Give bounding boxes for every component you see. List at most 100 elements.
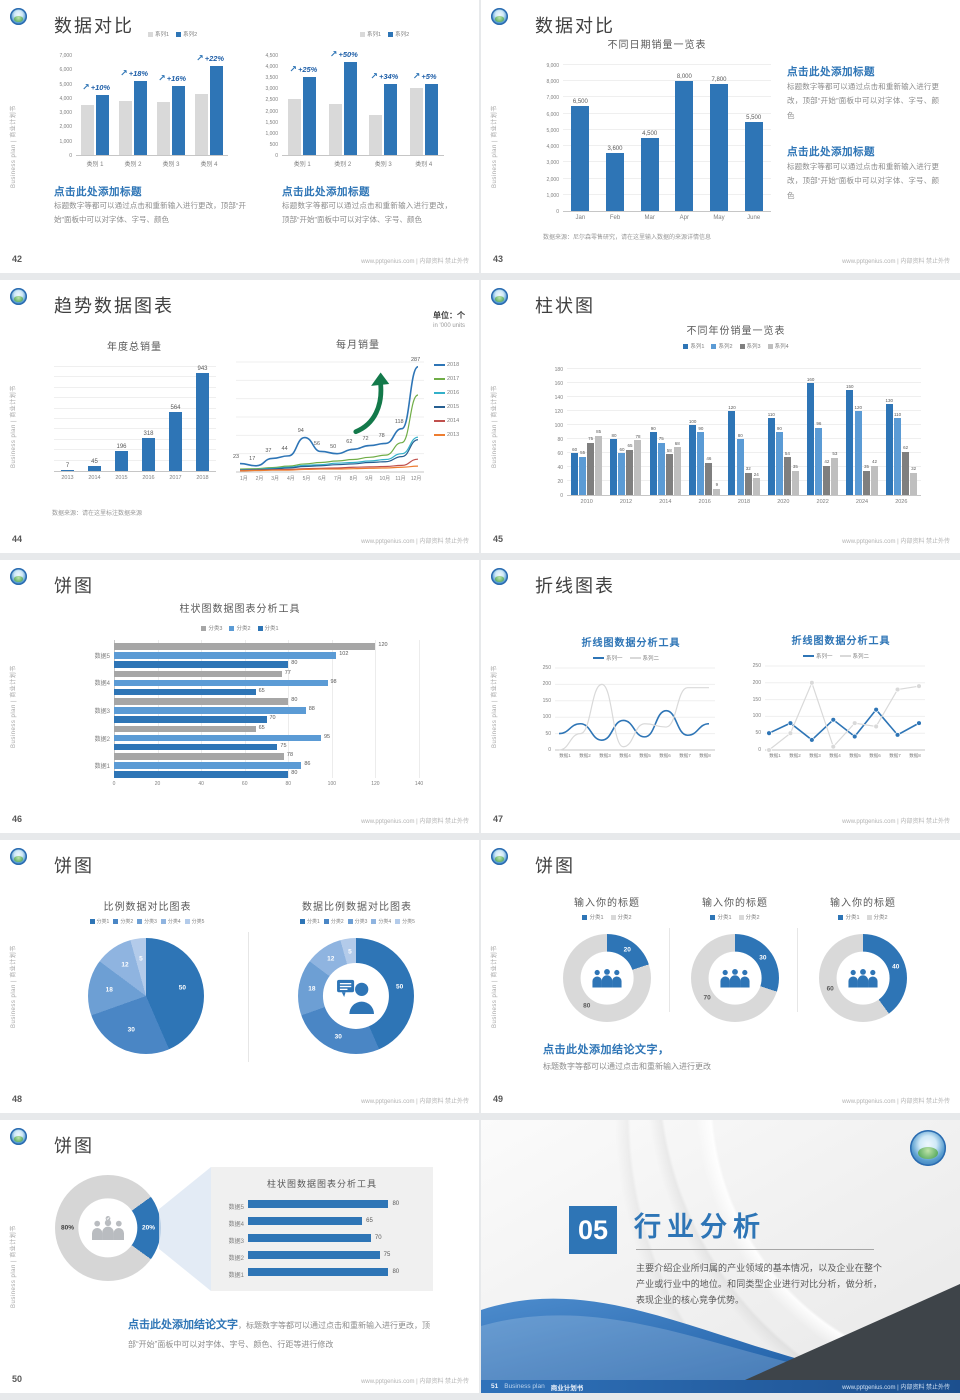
slide-44[interactable]: Business plan | 商业计划书 趋势数据图表 单位：个 in '00… [0, 280, 479, 553]
y-axis-tick: 200 [542, 681, 551, 688]
up-right-arrow-icon: ↗ [370, 70, 378, 81]
slide-43[interactable]: Business plan | 商业计划书 数据对比 不同日期销量一览表 6,5… [481, 0, 960, 273]
slice-label: 12 [327, 955, 335, 963]
bar [61, 470, 74, 471]
slide-46[interactable]: Business plan | 商业计划书 饼图 柱状图数据图表分析工具 分类3… [0, 560, 479, 833]
legend-swatch [593, 657, 604, 659]
school-logo-icon [10, 848, 27, 865]
line-plot [765, 665, 925, 753]
slide-42[interactable]: Business plan | 商业计划书 数据对比 系列1 系列2 系列1 系列2… [0, 0, 479, 273]
donut-chart: 30 70 [691, 934, 779, 1022]
slide-51[interactable]: 05 行业分析 主要介绍企业所归属的产业领域的基本情况，以及企业在整个产业或行业… [481, 1120, 960, 1393]
legend-item: 分类3 [137, 918, 157, 925]
category-label: 2020 [777, 499, 790, 505]
people-icon [592, 968, 622, 988]
h-bar [248, 1217, 363, 1225]
slide-50[interactable]: Business plan | 商业计划书 饼图 20% 80% 柱状图数据图表分… [0, 1120, 479, 1393]
y-axis-tick: 3,500 [265, 75, 278, 82]
chart-legend: 系列1 系列2 [148, 30, 197, 38]
legend-swatch [866, 914, 872, 920]
growth-percent-label: +22% [204, 54, 225, 64]
cell-49: Business plan | 商业计划书 饼图 输入你的标题 输入你的标题 输… [481, 840, 960, 1120]
value-label: 130 [885, 397, 893, 403]
chart-title: 每月销量 [336, 340, 380, 351]
school-logo-icon [10, 8, 27, 25]
bar [571, 105, 590, 211]
category-label: 2014 [88, 475, 101, 481]
divider [797, 928, 798, 1012]
chart-title: 输入你的标题 [574, 898, 640, 909]
legend-label: 分类3 [208, 626, 223, 632]
block-body: 标题数字等都可以通过点击和重新输入进行更改，顶部“开始”面板中可以对字体、字号、… [787, 162, 939, 200]
bar-group: 130 110 62 32 [882, 370, 921, 495]
slide-48[interactable]: Business plan | 商业计划书 饼图 比例数据对比图表 分类1 分类2… [0, 840, 479, 1113]
slice-label: 5 [139, 955, 143, 963]
category-label: 数据5 [228, 1205, 244, 1211]
point-label: 118 [394, 418, 404, 425]
slide-title: 数据对比 [535, 16, 615, 36]
bar-group: 3,600 [598, 66, 633, 211]
chart-legend: 分类1 分类2 分类3 分类4 分类5 [52, 918, 242, 925]
legend-swatch [371, 919, 377, 924]
legend-item: 分类1 [89, 918, 109, 925]
growth-annotation: ↗ +50% [330, 49, 358, 60]
bar-group: 90 75 58 68 [646, 370, 685, 495]
plot-area: 60 55 75 85 80 60 65 78 90 75 58 68 100 90 46 9 120 80 32 2… [567, 368, 921, 496]
legend-item: 2015 [434, 404, 459, 410]
y-axis-tick: 2,500 [265, 97, 278, 104]
value-label: 196 [116, 443, 127, 450]
bar [863, 470, 870, 495]
bar [119, 100, 132, 155]
legend-label: 2015 [447, 404, 460, 410]
chart-legend: 分类3 分类2 分类1 [155, 624, 325, 632]
up-right-arrow-icon: ↗ [196, 53, 204, 64]
x-axis-label: 数据1 [769, 753, 781, 758]
block-heading: 点击此处添加标题 [54, 186, 142, 198]
y-axis-tick: 50 [755, 730, 761, 737]
category-label: 2016 [142, 475, 155, 481]
slice-label: 80% [60, 1224, 74, 1232]
legend-item: 系列3 [739, 342, 761, 350]
bar [831, 457, 839, 495]
category-label: 2026 [895, 499, 908, 505]
category-label: 2015 [115, 475, 128, 481]
slide-49[interactable]: Business plan | 商业计划书 饼图 输入你的标题 输入你的标题 输… [481, 840, 960, 1113]
h-bar [114, 698, 289, 705]
bar-column: 35 [791, 464, 799, 495]
growth-percent-label: +25% [297, 65, 318, 75]
bar-column: 46 [705, 457, 713, 495]
bar-column [303, 77, 317, 155]
legend-swatch [434, 420, 445, 422]
plot-area: 7 45 196 318 564 943 [54, 366, 216, 472]
slide-footer: www.pptgenius.com | 内部资料 禁止外传 [842, 539, 950, 545]
legend-item: 分类5 [184, 918, 204, 925]
legend-label: 分类1 [264, 626, 279, 632]
x-axis-tick: 80 [285, 781, 292, 787]
slide-45[interactable]: Business plan | 商业计划书 柱状图 不同年份销量一览表 系列1 系… [481, 280, 960, 553]
legend-swatch [360, 31, 365, 37]
gridline [54, 376, 216, 378]
category-label: 类别 4 [200, 162, 218, 168]
line-chart: 23 17 37 44 94 56 50 62 72 78 118 287 1月 2月 3月 4月 5月 6月 7月… [230, 354, 428, 484]
value-label: 45 [91, 459, 98, 466]
divider [248, 932, 249, 1062]
bar-column: 35 [863, 464, 870, 495]
y-axis-tick: 100 [752, 713, 761, 720]
bar [610, 439, 618, 495]
slide-47[interactable]: Business plan | 商业计划书 折线图表 折线图数据分析工具 系列一… [481, 560, 960, 833]
bar-column: 42 [823, 460, 831, 495]
horizontal-bar-chart: 数据5 80 数据4 65 数据3 70 数据2 75 数据1 80 [222, 1196, 424, 1284]
x-axis-label: 4月 [286, 476, 295, 482]
bar-group: 7 [54, 368, 81, 471]
bar [709, 84, 728, 211]
gridline [567, 438, 921, 439]
bar [689, 425, 697, 495]
value-label: 80 [737, 432, 743, 438]
h-bar [114, 716, 267, 723]
chart-title: 折线图数据分析工具 [581, 638, 681, 649]
legend-label: 2018 [447, 362, 460, 368]
x-axis-tick: 0 [112, 781, 116, 787]
legend-swatch [184, 919, 190, 924]
chart-legend: 分类1 分类2 [558, 913, 656, 921]
